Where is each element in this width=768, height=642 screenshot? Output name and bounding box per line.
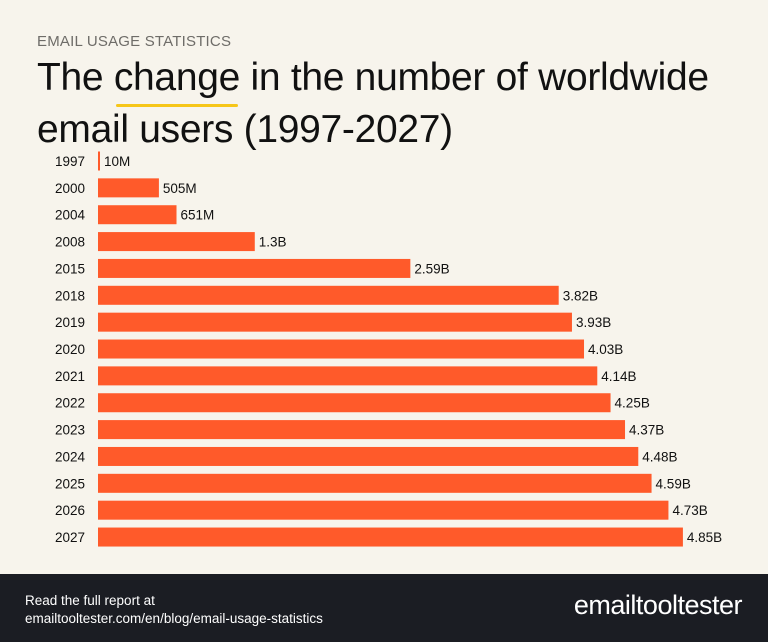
category-label: 2025 [55, 476, 85, 491]
data-label: 4.14B [601, 369, 636, 384]
bar [98, 393, 611, 413]
bar [98, 500, 669, 520]
category-label: 2024 [55, 449, 86, 464]
bar [98, 312, 572, 332]
data-label: 4.59B [656, 476, 691, 491]
category-label: 2000 [55, 181, 85, 196]
category-label: 2023 [55, 423, 85, 438]
category-label: 2021 [55, 369, 85, 384]
bar-chart: 1997 10M 2000 505M 2004 651M 2008 1.3B 2015 2.59B… [55, 151, 722, 547]
category-label: 2027 [55, 530, 85, 545]
bar [98, 473, 652, 493]
bar [98, 285, 559, 305]
category-label: 2004 [55, 208, 86, 223]
footer-link[interactable]: emailtooltester.com/en/blog/email-usage-… [25, 611, 323, 626]
title-before: The [37, 56, 114, 99]
data-label: 10M [104, 154, 130, 169]
category-label: 2015 [55, 261, 85, 276]
bar [98, 339, 585, 359]
kicker: EMAIL USAGE STATISTICS [37, 33, 232, 50]
category-label: 2020 [55, 342, 85, 357]
footer-line1: Read the full report at [25, 593, 155, 608]
bar [98, 420, 626, 440]
category-label: 2019 [55, 315, 85, 330]
footer [0, 574, 768, 642]
bar [98, 205, 177, 225]
bar [98, 527, 683, 547]
data-label: 4.48B [642, 449, 677, 464]
data-label: 4.37B [629, 423, 664, 438]
data-label: 1.3B [259, 235, 287, 250]
title-highlight: change [114, 52, 240, 107]
data-label: 651M [181, 208, 215, 223]
bar [98, 446, 639, 466]
bar [98, 178, 159, 198]
data-label: 4.25B [615, 396, 650, 411]
data-label: 3.82B [563, 288, 598, 303]
bar [98, 232, 255, 252]
page-title: The change in the number of worldwide em… [37, 52, 757, 156]
bar [98, 366, 598, 386]
bar [98, 151, 100, 171]
data-label: 2.59B [414, 261, 449, 276]
category-label: 1997 [55, 154, 85, 169]
bar [98, 258, 411, 278]
category-label: 2008 [55, 235, 85, 250]
brand-logo: emailtooltester [573, 590, 743, 620]
category-label: 2018 [55, 288, 85, 303]
category-label: 2026 [55, 503, 85, 518]
category-label: 2022 [55, 396, 85, 411]
data-label: 4.85B [687, 530, 722, 545]
footer-text: Read the full report at emailtooltester.… [25, 592, 323, 628]
title-after: in the number of worldwide email users (… [37, 56, 709, 151]
data-label: 505M [163, 181, 197, 196]
data-label: 3.93B [576, 315, 611, 330]
data-label: 4.03B [588, 342, 623, 357]
data-label: 4.73B [672, 503, 707, 518]
